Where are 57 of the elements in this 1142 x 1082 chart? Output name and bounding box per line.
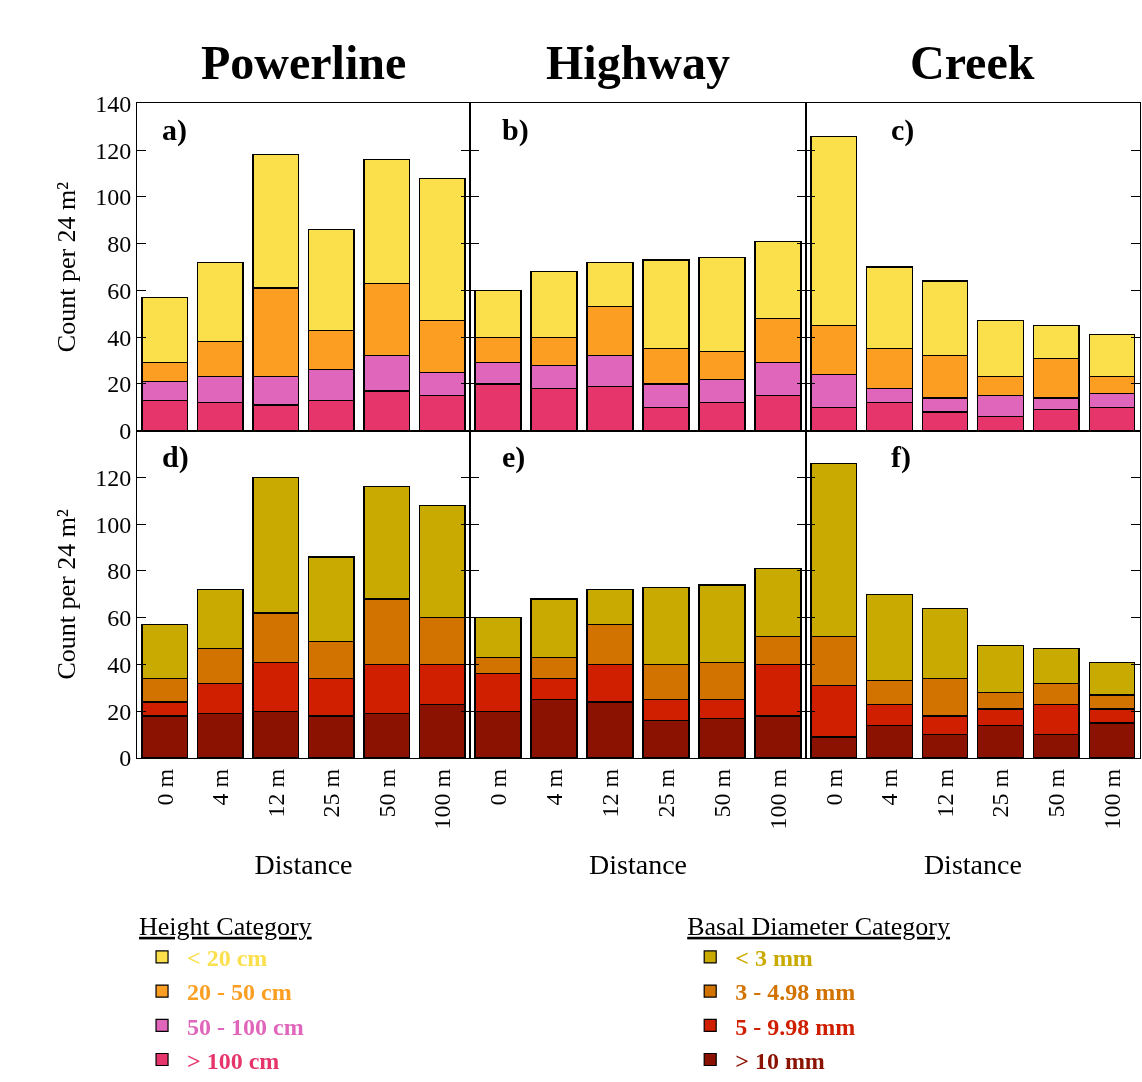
- x-tick-label: 0 m: [151, 768, 178, 806]
- y-tick-label: 60: [107, 277, 132, 304]
- x-tick-label: 25 m: [987, 768, 1014, 818]
- legend-label: 20 - 50 cm: [187, 979, 292, 1006]
- x-axis-title: Distance: [254, 848, 353, 880]
- x-tick-label: 50 m: [373, 768, 400, 818]
- x-tick-label: 25 m: [318, 768, 345, 818]
- x-tick-label: 50 m: [1043, 768, 1070, 818]
- chart-title: Creek: [910, 36, 1035, 89]
- annotation: b): [502, 113, 529, 147]
- x-axis-title: Distance: [923, 848, 1022, 880]
- x-tick-label: 0 m: [484, 768, 511, 806]
- y-tick-label: 120: [95, 137, 132, 164]
- y-tick-label: 40: [107, 651, 132, 678]
- x-tick-label: 0 m: [820, 768, 847, 806]
- annotation: f): [891, 440, 911, 474]
- x-tick-label: 12 m: [596, 768, 623, 818]
- y-tick-label: 120: [95, 464, 132, 491]
- annotation: d): [162, 440, 189, 474]
- x-tick-label: 4 m: [876, 768, 903, 806]
- annotation: a): [162, 113, 187, 147]
- legend-label: < 20 cm: [187, 945, 268, 972]
- x-tick-label: 50 m: [708, 768, 735, 818]
- y-tick-label: 0: [119, 745, 132, 772]
- y-tick-label: 80: [107, 558, 132, 585]
- x-tick-label: 25 m: [652, 768, 679, 818]
- legend-label: > 100 cm: [187, 1047, 280, 1074]
- chart-title: Highway: [546, 36, 731, 89]
- x-tick-label: 100 m: [1098, 768, 1125, 830]
- legend-label: 5 - 9.98 mm: [735, 1013, 856, 1040]
- y-tick-label: 100: [95, 184, 132, 211]
- y-tick-label: 20: [107, 371, 132, 398]
- y-tick-label: 40: [107, 324, 132, 351]
- y-tick-label: 60: [107, 605, 132, 632]
- y-axis-title: Count per 24 m²: [51, 509, 81, 680]
- y-tick-label: 20: [107, 698, 132, 725]
- legend-title: Basal Diameter Category: [687, 911, 950, 941]
- annotation: e): [502, 440, 526, 474]
- y-tick-label: 100: [95, 511, 132, 538]
- x-tick-label: 12 m: [931, 768, 958, 818]
- legend-label: < 3 mm: [735, 945, 813, 972]
- annotation: c): [891, 113, 915, 147]
- legend-title: Height Category: [139, 911, 312, 941]
- chart-title: Powerline: [201, 36, 407, 89]
- y-tick-label: 140: [95, 90, 132, 117]
- legend-label: 3 - 4.98 mm: [735, 979, 856, 1006]
- x-tick-label: 100 m: [764, 768, 791, 830]
- legend-label: 50 - 100 cm: [187, 1013, 304, 1040]
- y-axis-title: Count per 24 m²: [51, 181, 81, 353]
- x-tick-label: 4 m: [540, 768, 567, 806]
- x-tick-label: 100 m: [429, 768, 456, 830]
- y-tick-label: 0: [119, 418, 132, 445]
- legend-label: > 10 mm: [735, 1047, 825, 1074]
- x-tick-label: 12 m: [262, 768, 289, 818]
- x-tick-label: 4 m: [207, 768, 234, 806]
- x-axis-title: Distance: [589, 848, 688, 880]
- y-tick-label: 80: [107, 231, 132, 258]
